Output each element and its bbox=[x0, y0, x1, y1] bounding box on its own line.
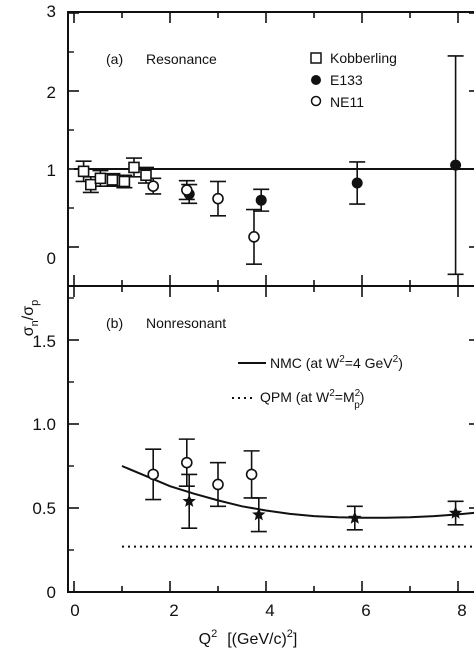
data-point-open-square bbox=[128, 161, 140, 174]
data-point-filled-star bbox=[182, 494, 196, 507]
panel-a-label: (a) bbox=[106, 51, 123, 67]
panel-a-ticks bbox=[68, 12, 474, 286]
legend-label-nmc: NMC (at W2=4 GeV2) bbox=[270, 354, 403, 371]
legend-label-kobberling: Kobberling bbox=[330, 50, 397, 66]
x-tick-label: 6 bbox=[361, 601, 370, 620]
data-point-filled-star bbox=[252, 507, 266, 521]
nmc-curve bbox=[121, 465, 474, 519]
y-tick-label: 3 bbox=[47, 2, 56, 21]
panel-b-nonresonant: 0 0.5 1.0 1.5 0 2 4 6 8 (b) Nonresonant … bbox=[32, 285, 474, 620]
data-point-open-circle bbox=[147, 468, 159, 481]
filled-circle-marker-icon bbox=[311, 75, 321, 85]
y-axis-title: σn/σp bbox=[20, 300, 41, 336]
data-point-open-square bbox=[118, 175, 131, 188]
panel-b-ticks bbox=[68, 286, 474, 593]
data-point-open-circle bbox=[212, 478, 224, 491]
x-tick-labels: 0 2 4 6 8 bbox=[70, 601, 466, 620]
legend-label-e133: E133 bbox=[330, 72, 363, 88]
data-point-filled-circle bbox=[351, 177, 363, 189]
data-point-open-circle bbox=[245, 468, 258, 481]
y-tick-label: 0 bbox=[47, 249, 56, 268]
panel-a-frame bbox=[67, 11, 474, 287]
data-point-open-square bbox=[94, 172, 107, 185]
y-tick-label: 0 bbox=[47, 583, 56, 602]
panel-b-y-tick-labels: 0 0.5 1.0 1.5 bbox=[32, 332, 56, 602]
panel-b-label: (b) bbox=[106, 315, 123, 331]
legend-label-qpm: QPM (at W2=M2 p) bbox=[260, 388, 364, 411]
data-point-open-circle bbox=[147, 180, 159, 192]
data-point-open-circle bbox=[248, 231, 260, 243]
x-tick-label: 0 bbox=[70, 601, 79, 620]
panel-a-title: Resonance bbox=[146, 51, 217, 67]
open-square-marker-icon bbox=[310, 52, 322, 64]
panel-a-y-tick-labels: 0 1 2 3 bbox=[47, 2, 56, 268]
panel-a-plot-area bbox=[74, 55, 474, 276]
x-axis-title: Q2 [(GeV/c)2] bbox=[199, 628, 298, 648]
y-tick-label: 1.5 bbox=[32, 332, 56, 351]
panel-a-resonance: 0 1 2 3 (a) Resonance Kobberling E133 NE… bbox=[47, 2, 474, 287]
data-point-filled-star bbox=[448, 506, 463, 519]
data-point-filled-circle bbox=[255, 194, 267, 206]
x-tick-label: 2 bbox=[169, 601, 178, 620]
panel-b-frame bbox=[67, 285, 474, 593]
x-tick-label: 8 bbox=[457, 601, 466, 620]
y-tick-label: 2 bbox=[47, 83, 56, 102]
data-point-open-circle bbox=[181, 184, 193, 196]
panel-b-title: Nonresonant bbox=[146, 315, 226, 331]
data-point-filled-circle bbox=[450, 159, 462, 171]
data-point-open-square bbox=[106, 174, 119, 186]
panel-a-legend: Kobberling E133 NE11 bbox=[310, 50, 397, 110]
data-point-open-circle bbox=[212, 192, 224, 205]
data-point-open-square bbox=[140, 169, 152, 182]
y-tick-label: 1.0 bbox=[32, 415, 56, 434]
x-tick-label: 4 bbox=[265, 601, 274, 620]
panel-b-legend: NMC (at W2=4 GeV2) QPM (at W2=M2 p) bbox=[232, 354, 403, 411]
open-circle-marker-icon bbox=[310, 95, 322, 107]
data-point-open-circle bbox=[181, 456, 193, 469]
legend-label-ne11: NE11 bbox=[330, 94, 364, 110]
data-point-open-square bbox=[85, 178, 97, 191]
panel-b-plot-area bbox=[121, 438, 474, 548]
y-tick-label: 0.5 bbox=[32, 499, 56, 518]
data-point-open-square bbox=[77, 165, 90, 178]
data-point-filled-star bbox=[348, 511, 362, 524]
y-tick-label: 1 bbox=[47, 161, 56, 180]
